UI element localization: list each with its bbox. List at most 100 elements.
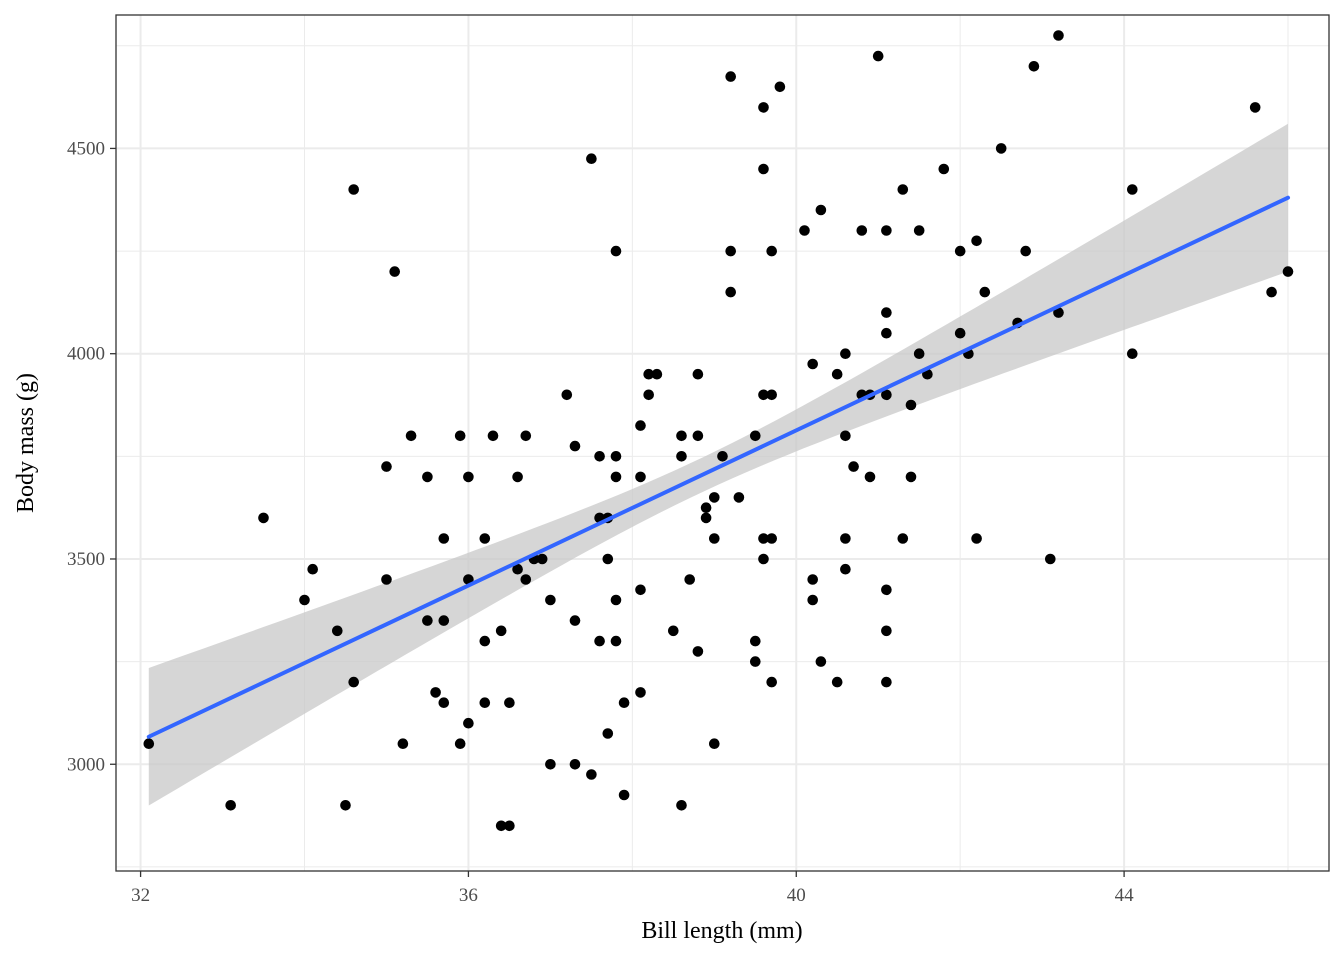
data-point xyxy=(766,245,777,257)
data-point xyxy=(864,471,876,483)
y-tick-label: 3500 xyxy=(67,549,105,570)
data-point xyxy=(807,594,818,606)
data-point xyxy=(1266,286,1277,298)
confidence-band xyxy=(148,123,1288,806)
data-point xyxy=(561,389,573,401)
panel-border xyxy=(115,14,1330,872)
data-point xyxy=(668,625,679,637)
data-point xyxy=(618,789,630,801)
data-point xyxy=(463,717,474,729)
data-point xyxy=(840,533,851,544)
data-point xyxy=(840,348,851,360)
data-point xyxy=(545,759,556,770)
data-point xyxy=(1249,102,1261,113)
data-point xyxy=(897,533,909,544)
data-point xyxy=(258,512,269,524)
x-axis-ticks: 32 36 40 44 xyxy=(131,871,1134,906)
data-point xyxy=(504,820,515,832)
data-point xyxy=(881,625,892,637)
data-point xyxy=(438,615,450,626)
y-axis-ticks: 3000 3500 4000 4500 xyxy=(67,138,116,775)
data-point xyxy=(1053,30,1064,41)
data-point xyxy=(610,635,622,647)
data-point xyxy=(405,430,417,442)
data-point xyxy=(913,225,925,236)
data-point xyxy=(717,451,728,462)
data-point xyxy=(520,430,532,442)
data-point xyxy=(799,225,810,236)
data-point xyxy=(332,625,343,637)
data-point xyxy=(758,102,769,113)
data-point xyxy=(487,430,499,442)
y-axis-title: Body mass (g) xyxy=(13,373,39,513)
data-point xyxy=(1028,61,1040,72)
data-point xyxy=(569,440,581,452)
data-point xyxy=(594,451,605,462)
data-point xyxy=(225,800,236,811)
data-point xyxy=(495,625,507,637)
data-point xyxy=(758,163,769,175)
data-point xyxy=(504,697,515,708)
x-tick-label: 40 xyxy=(787,885,806,906)
data-point xyxy=(979,286,991,298)
data-point xyxy=(758,553,769,565)
data-point xyxy=(840,430,851,442)
data-point xyxy=(463,471,474,483)
data-point xyxy=(618,697,630,708)
data-point xyxy=(750,656,761,667)
data-point xyxy=(520,574,532,585)
data-point xyxy=(856,225,868,236)
data-point xyxy=(348,676,360,688)
data-point xyxy=(872,50,884,62)
data-point xyxy=(479,635,491,647)
data-point xyxy=(766,389,777,401)
data-point xyxy=(299,594,310,606)
data-point xyxy=(610,471,622,483)
data-point xyxy=(1053,307,1064,318)
data-point xyxy=(430,687,441,698)
regression-line xyxy=(146,195,1291,739)
data-point xyxy=(815,204,827,216)
data-point xyxy=(684,574,695,585)
data-point xyxy=(733,492,745,503)
data-point xyxy=(602,553,614,565)
data-point xyxy=(610,451,622,462)
data-point xyxy=(692,646,704,657)
data-point xyxy=(643,368,654,380)
x-axis-title: Bill length (mm) xyxy=(641,918,802,944)
data-point xyxy=(971,235,982,247)
data-point xyxy=(512,563,523,575)
data-point xyxy=(758,533,769,544)
data-point xyxy=(586,153,597,164)
major-gridlines xyxy=(116,15,1329,871)
data-point xyxy=(725,245,736,257)
data-point xyxy=(594,635,605,647)
data-point xyxy=(381,461,392,472)
data-point xyxy=(954,245,966,257)
data-point xyxy=(807,358,818,370)
data-point xyxy=(438,697,450,708)
data-point xyxy=(143,738,155,749)
data-point xyxy=(766,533,777,544)
data-point xyxy=(635,584,646,596)
data-point xyxy=(1282,266,1294,277)
data-point xyxy=(774,81,786,93)
data-point xyxy=(700,512,712,524)
data-point xyxy=(709,492,720,503)
y-tick-label: 3000 xyxy=(67,754,105,775)
x-tick-label: 36 xyxy=(459,885,478,906)
data-point xyxy=(635,687,646,698)
data-point xyxy=(905,471,917,483)
data-point xyxy=(397,738,409,749)
data-point xyxy=(676,430,687,442)
data-point xyxy=(881,327,892,339)
data-point xyxy=(422,615,433,626)
data-point xyxy=(807,574,818,585)
data-point xyxy=(995,143,1007,154)
data-point xyxy=(897,184,909,195)
data-point xyxy=(750,635,761,647)
data-point xyxy=(815,656,827,667)
data-point xyxy=(545,594,556,606)
data-point xyxy=(651,368,663,380)
data-point xyxy=(700,502,712,513)
